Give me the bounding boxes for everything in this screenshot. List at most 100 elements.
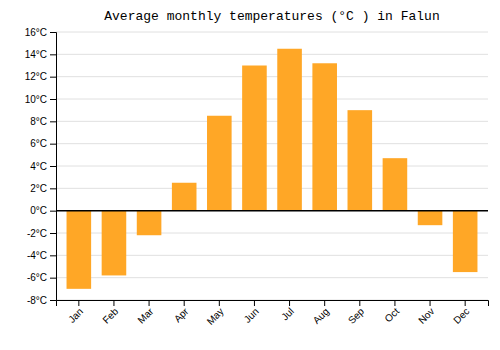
y-tick: -6°C bbox=[27, 272, 56, 283]
y-tick-label: 4°C bbox=[30, 161, 47, 172]
x-tick-mark bbox=[219, 300, 220, 306]
bars bbox=[56, 49, 488, 289]
grid-line bbox=[56, 76, 488, 77]
x-axis: Jan Feb Mar Apr May Jun Jul Aug Sep Oct Nov Dec bbox=[57, 300, 489, 327]
x-tick: Jan bbox=[66, 300, 85, 325]
x-tick: Apr bbox=[172, 300, 191, 324]
bar bbox=[137, 211, 162, 236]
x-tick-label: Jul bbox=[279, 306, 296, 323]
y-tick-mark bbox=[50, 99, 56, 100]
y-tick-label: 10°C bbox=[25, 94, 47, 105]
x-tick-label: Dec bbox=[451, 306, 471, 326]
grid-line bbox=[56, 121, 488, 122]
grid-line bbox=[56, 32, 488, 33]
y-tick-label: -8°C bbox=[27, 295, 47, 306]
y-tick: 16°C bbox=[25, 27, 56, 38]
y-tick: 4°C bbox=[30, 161, 56, 172]
y-tick-label: 6°C bbox=[30, 138, 47, 149]
y-tick: -2°C bbox=[27, 228, 56, 239]
x-tick: Nov bbox=[416, 300, 436, 326]
y-tick-label: 2°C bbox=[30, 183, 47, 194]
y-tick-mark bbox=[50, 278, 56, 279]
y-axis: -8°C -6°C -4°C -2°C 0°C 2°C 4°C 6°C 8°C 10°C 12°C 1… bbox=[25, 27, 57, 306]
x-tick-mark bbox=[113, 300, 114, 306]
bar bbox=[312, 63, 337, 210]
y-tick-label: 16°C bbox=[25, 27, 47, 38]
grid-line bbox=[56, 188, 488, 189]
y-tick: -4°C bbox=[27, 250, 56, 261]
x-tick-label: May bbox=[205, 306, 226, 327]
grid-line bbox=[56, 99, 488, 100]
x-tick-label: Mar bbox=[135, 305, 155, 325]
x-tick: Feb bbox=[100, 300, 120, 326]
grid-line bbox=[56, 54, 488, 55]
x-tick: Dec bbox=[451, 300, 471, 326]
y-tick-mark bbox=[50, 121, 56, 122]
y-tick: 8°C bbox=[30, 116, 56, 127]
x-tick-label: Sep bbox=[346, 305, 367, 326]
x-tick-label: Aug bbox=[311, 306, 331, 326]
x-tick-mark bbox=[78, 300, 79, 306]
x-tick-mark bbox=[289, 300, 290, 306]
bar bbox=[453, 211, 478, 272]
x-tick-mark bbox=[394, 300, 395, 306]
x-tick: Jun bbox=[242, 300, 261, 325]
y-tick: 12°C bbox=[25, 71, 56, 82]
bar bbox=[418, 211, 443, 226]
bar bbox=[102, 211, 127, 276]
y-tick: -8°C bbox=[27, 295, 56, 306]
x-tick-mark bbox=[465, 300, 466, 306]
grid-line bbox=[56, 277, 488, 278]
x-tick: Sep bbox=[346, 300, 367, 326]
y-tick: 0°C bbox=[30, 205, 56, 216]
y-tick-mark bbox=[50, 32, 56, 33]
y-tick-mark bbox=[50, 54, 56, 55]
bar bbox=[242, 66, 267, 211]
x-tick: Aug bbox=[311, 300, 331, 326]
y-tick-mark bbox=[50, 188, 56, 189]
x-tick-label: Feb bbox=[100, 305, 120, 325]
y-tick: 2°C bbox=[30, 183, 56, 194]
y-tick-mark bbox=[50, 211, 56, 212]
y-axis-line bbox=[50, 33, 57, 301]
x-tick-label: Nov bbox=[416, 306, 436, 326]
bar bbox=[207, 116, 232, 211]
x-tick: May bbox=[205, 300, 226, 327]
y-tick-mark bbox=[50, 144, 56, 145]
y-tick-label: -6°C bbox=[27, 272, 47, 283]
x-tick-label: Oct bbox=[383, 306, 402, 325]
y-tick-mark bbox=[50, 300, 56, 301]
y-tick: 6°C bbox=[30, 138, 56, 149]
title: Average monthly temperatures (°C ) in Fa… bbox=[104, 9, 439, 24]
bar bbox=[172, 183, 197, 211]
x-tick-mark bbox=[254, 300, 255, 306]
x-axis-line bbox=[57, 301, 489, 307]
y-tick-label: 8°C bbox=[30, 116, 47, 127]
y-tick-mark bbox=[50, 233, 56, 234]
y-tick: 10°C bbox=[25, 94, 56, 105]
chart: -8°C -6°C -4°C -2°C 0°C 2°C 4°C 6°C 8°C 10°C 12°C 1… bbox=[0, 0, 500, 350]
bar bbox=[67, 211, 92, 289]
y-tick: 14°C bbox=[25, 49, 56, 60]
y-tick-label: 14°C bbox=[25, 49, 47, 60]
grid-line bbox=[56, 210, 488, 211]
bar bbox=[277, 49, 302, 211]
bar bbox=[348, 110, 373, 210]
x-tick-mark bbox=[149, 300, 150, 306]
y-tick-mark bbox=[50, 255, 56, 256]
y-tick-label: 0°C bbox=[30, 205, 47, 216]
y-tick-label: -2°C bbox=[27, 228, 47, 239]
y-tick-label: -4°C bbox=[27, 250, 47, 261]
baseline bbox=[56, 210, 488, 212]
y-tick-label: 12°C bbox=[25, 71, 47, 82]
x-tick-label: Jun bbox=[242, 306, 261, 325]
y-tick-mark bbox=[50, 166, 56, 167]
x-tick: Jul bbox=[279, 300, 296, 322]
grid bbox=[56, 32, 488, 300]
bar bbox=[383, 158, 408, 210]
grid-line bbox=[56, 166, 488, 167]
x-tick-mark bbox=[430, 300, 431, 306]
x-tick: Mar bbox=[135, 300, 155, 326]
y-tick-mark bbox=[50, 77, 56, 78]
grid-line bbox=[56, 143, 488, 144]
